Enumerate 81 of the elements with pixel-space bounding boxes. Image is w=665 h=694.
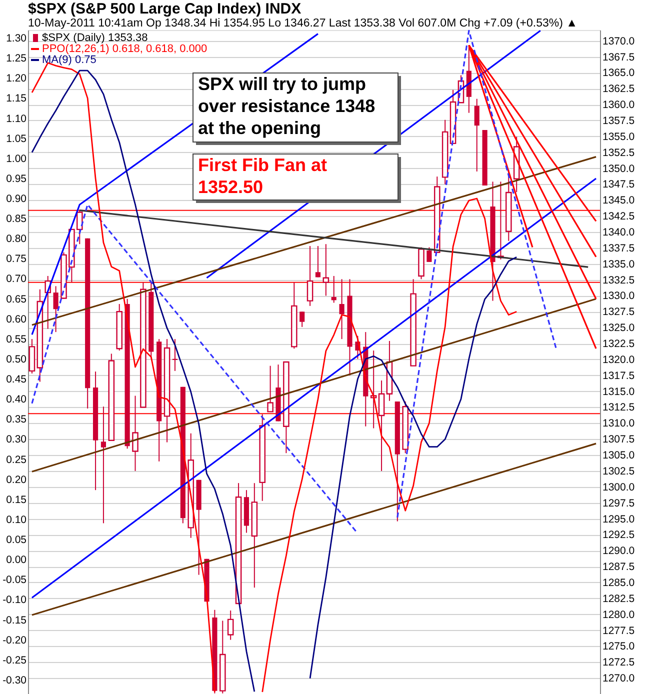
y2-tick-label: 1317.5 — [602, 370, 635, 382]
legend-label: $SPX (Daily) 1353.38 — [42, 32, 148, 44]
y2-tick-label: 1315.0 — [602, 386, 635, 398]
y-tick-label: -0.30 — [2, 674, 27, 686]
y-tick-label: 0.55 — [6, 333, 27, 346]
y2-tick-label: 1350.0 — [602, 162, 635, 175]
y2-tick-label: 1355.0 — [602, 130, 635, 143]
y-tick-label: 0.90 — [6, 193, 27, 206]
y2-tick-label: 1305.0 — [602, 450, 635, 462]
y2-tick-label: 1287.5 — [602, 561, 635, 574]
y2-tick-label: 1312.5 — [602, 402, 635, 414]
y-tick-label: 1.15 — [6, 92, 27, 105]
legend-label: PPO(12,26,1) 0.618, 0.618, 0.000 — [42, 43, 208, 55]
y-tick-label: 0.00 — [6, 554, 27, 566]
y2-tick-label: 1332.5 — [602, 274, 635, 286]
y2-tick-label: 1337.5 — [602, 242, 635, 254]
y-tick-label: 0.60 — [6, 313, 27, 326]
y2-tick-label: 1297.5 — [602, 497, 635, 510]
y-tick-label: 0.30 — [6, 434, 27, 446]
y2-tick-label: 1310.0 — [602, 418, 635, 430]
y2-tick-label: 1270.0 — [602, 672, 635, 685]
y-tick-label: 1.20 — [6, 72, 27, 85]
y-tick-label: -0.15 — [2, 614, 27, 626]
y-tick-label: -0.05 — [2, 574, 27, 586]
y-tick-label: 0.05 — [6, 534, 27, 546]
y-tick-label: 0.25 — [6, 454, 27, 466]
y2-tick-label: 1277.5 — [602, 624, 635, 637]
legend-label: MA(9) 0.75 — [42, 54, 96, 66]
y-tick-label: -0.25 — [2, 654, 27, 666]
y-tick-label: -0.20 — [2, 634, 27, 646]
y-tick-label: 1.00 — [6, 152, 27, 165]
y2-tick-label: 1357.5 — [602, 114, 635, 127]
y-tick-label: 0.85 — [6, 213, 27, 226]
chart-subtitle: 10-May-2011 10:41am Op 1348.34 Hi 1354.95 Lo 1346.27 Last 1353.38 Vol 607.0M Chg +7.09 (+0.53%) ▲ — [28, 17, 578, 30]
y2-tick-label: 1292.5 — [602, 529, 635, 542]
y2-tick-label: 1300.0 — [602, 481, 635, 494]
y-tick-label: 0.95 — [6, 172, 27, 185]
y-tick-label: 0.50 — [6, 353, 27, 366]
y2-tick-label: 1290.0 — [602, 545, 635, 558]
y2-tick-label: 1280.0 — [602, 608, 635, 621]
y2-tick-label: 1342.5 — [602, 210, 635, 223]
y2-tick-label: 1347.5 — [602, 178, 635, 191]
y2-tick-label: 1330.0 — [602, 290, 635, 302]
y-tick-label: -0.10 — [2, 594, 27, 606]
y2-tick-label: 1367.5 — [602, 51, 635, 64]
y-tick-label: 0.75 — [6, 253, 27, 266]
annotation: First Fib Fan at 1352.50 — [198, 155, 328, 197]
y-tick-label: 0.80 — [6, 233, 27, 246]
y2-tick-label: 1370.0 — [602, 35, 635, 48]
y2-tick-label: 1272.5 — [602, 656, 635, 669]
y-tick-label: 1.05 — [6, 132, 27, 145]
y-tick-label: 0.45 — [6, 374, 27, 386]
y2-tick-label: 1362.5 — [602, 83, 635, 96]
y-tick-label: 0.70 — [6, 273, 27, 286]
y-tick-label: 0.15 — [6, 494, 27, 506]
y2-tick-label: 1340.0 — [602, 226, 635, 239]
y-tick-label: 0.20 — [6, 474, 27, 486]
y2-tick-label: 1322.5 — [602, 338, 635, 350]
y-tick-label: 0.10 — [6, 514, 27, 526]
y2-tick-label: 1345.0 — [602, 194, 635, 207]
y-tick-label: 0.65 — [6, 293, 27, 306]
y2-tick-label: 1295.0 — [602, 513, 635, 526]
y2-tick-label: 1275.0 — [602, 640, 635, 653]
y2-tick-label: 1365.0 — [602, 67, 635, 80]
y2-tick-label: 1307.5 — [602, 434, 635, 446]
y-tick-label: 0.35 — [6, 414, 27, 426]
y2-tick-label: 1327.5 — [602, 306, 635, 318]
y-tick-label: 1.30 — [6, 32, 27, 45]
y-tick-label: 0.40 — [6, 394, 27, 406]
y2-tick-label: 1320.0 — [602, 354, 635, 366]
y2-tick-label: 1335.0 — [602, 258, 635, 270]
y2-tick-label: 1285.0 — [602, 576, 635, 589]
y-tick-label: 1.25 — [6, 52, 27, 65]
annotation: SPX will try to jump over resistance 1348 at the opening — [198, 74, 376, 138]
y2-tick-label: 1282.5 — [602, 592, 635, 605]
y2-tick-label: 1325.0 — [602, 322, 635, 334]
y2-tick-label: 1360.0 — [602, 99, 635, 112]
y-tick-label: 1.10 — [6, 112, 27, 125]
chart-title: $SPX (S&P 500 Large Cap Index) INDX — [28, 0, 302, 18]
y2-tick-label: 1302.5 — [602, 465, 635, 478]
y2-tick-label: 1352.5 — [602, 146, 635, 159]
